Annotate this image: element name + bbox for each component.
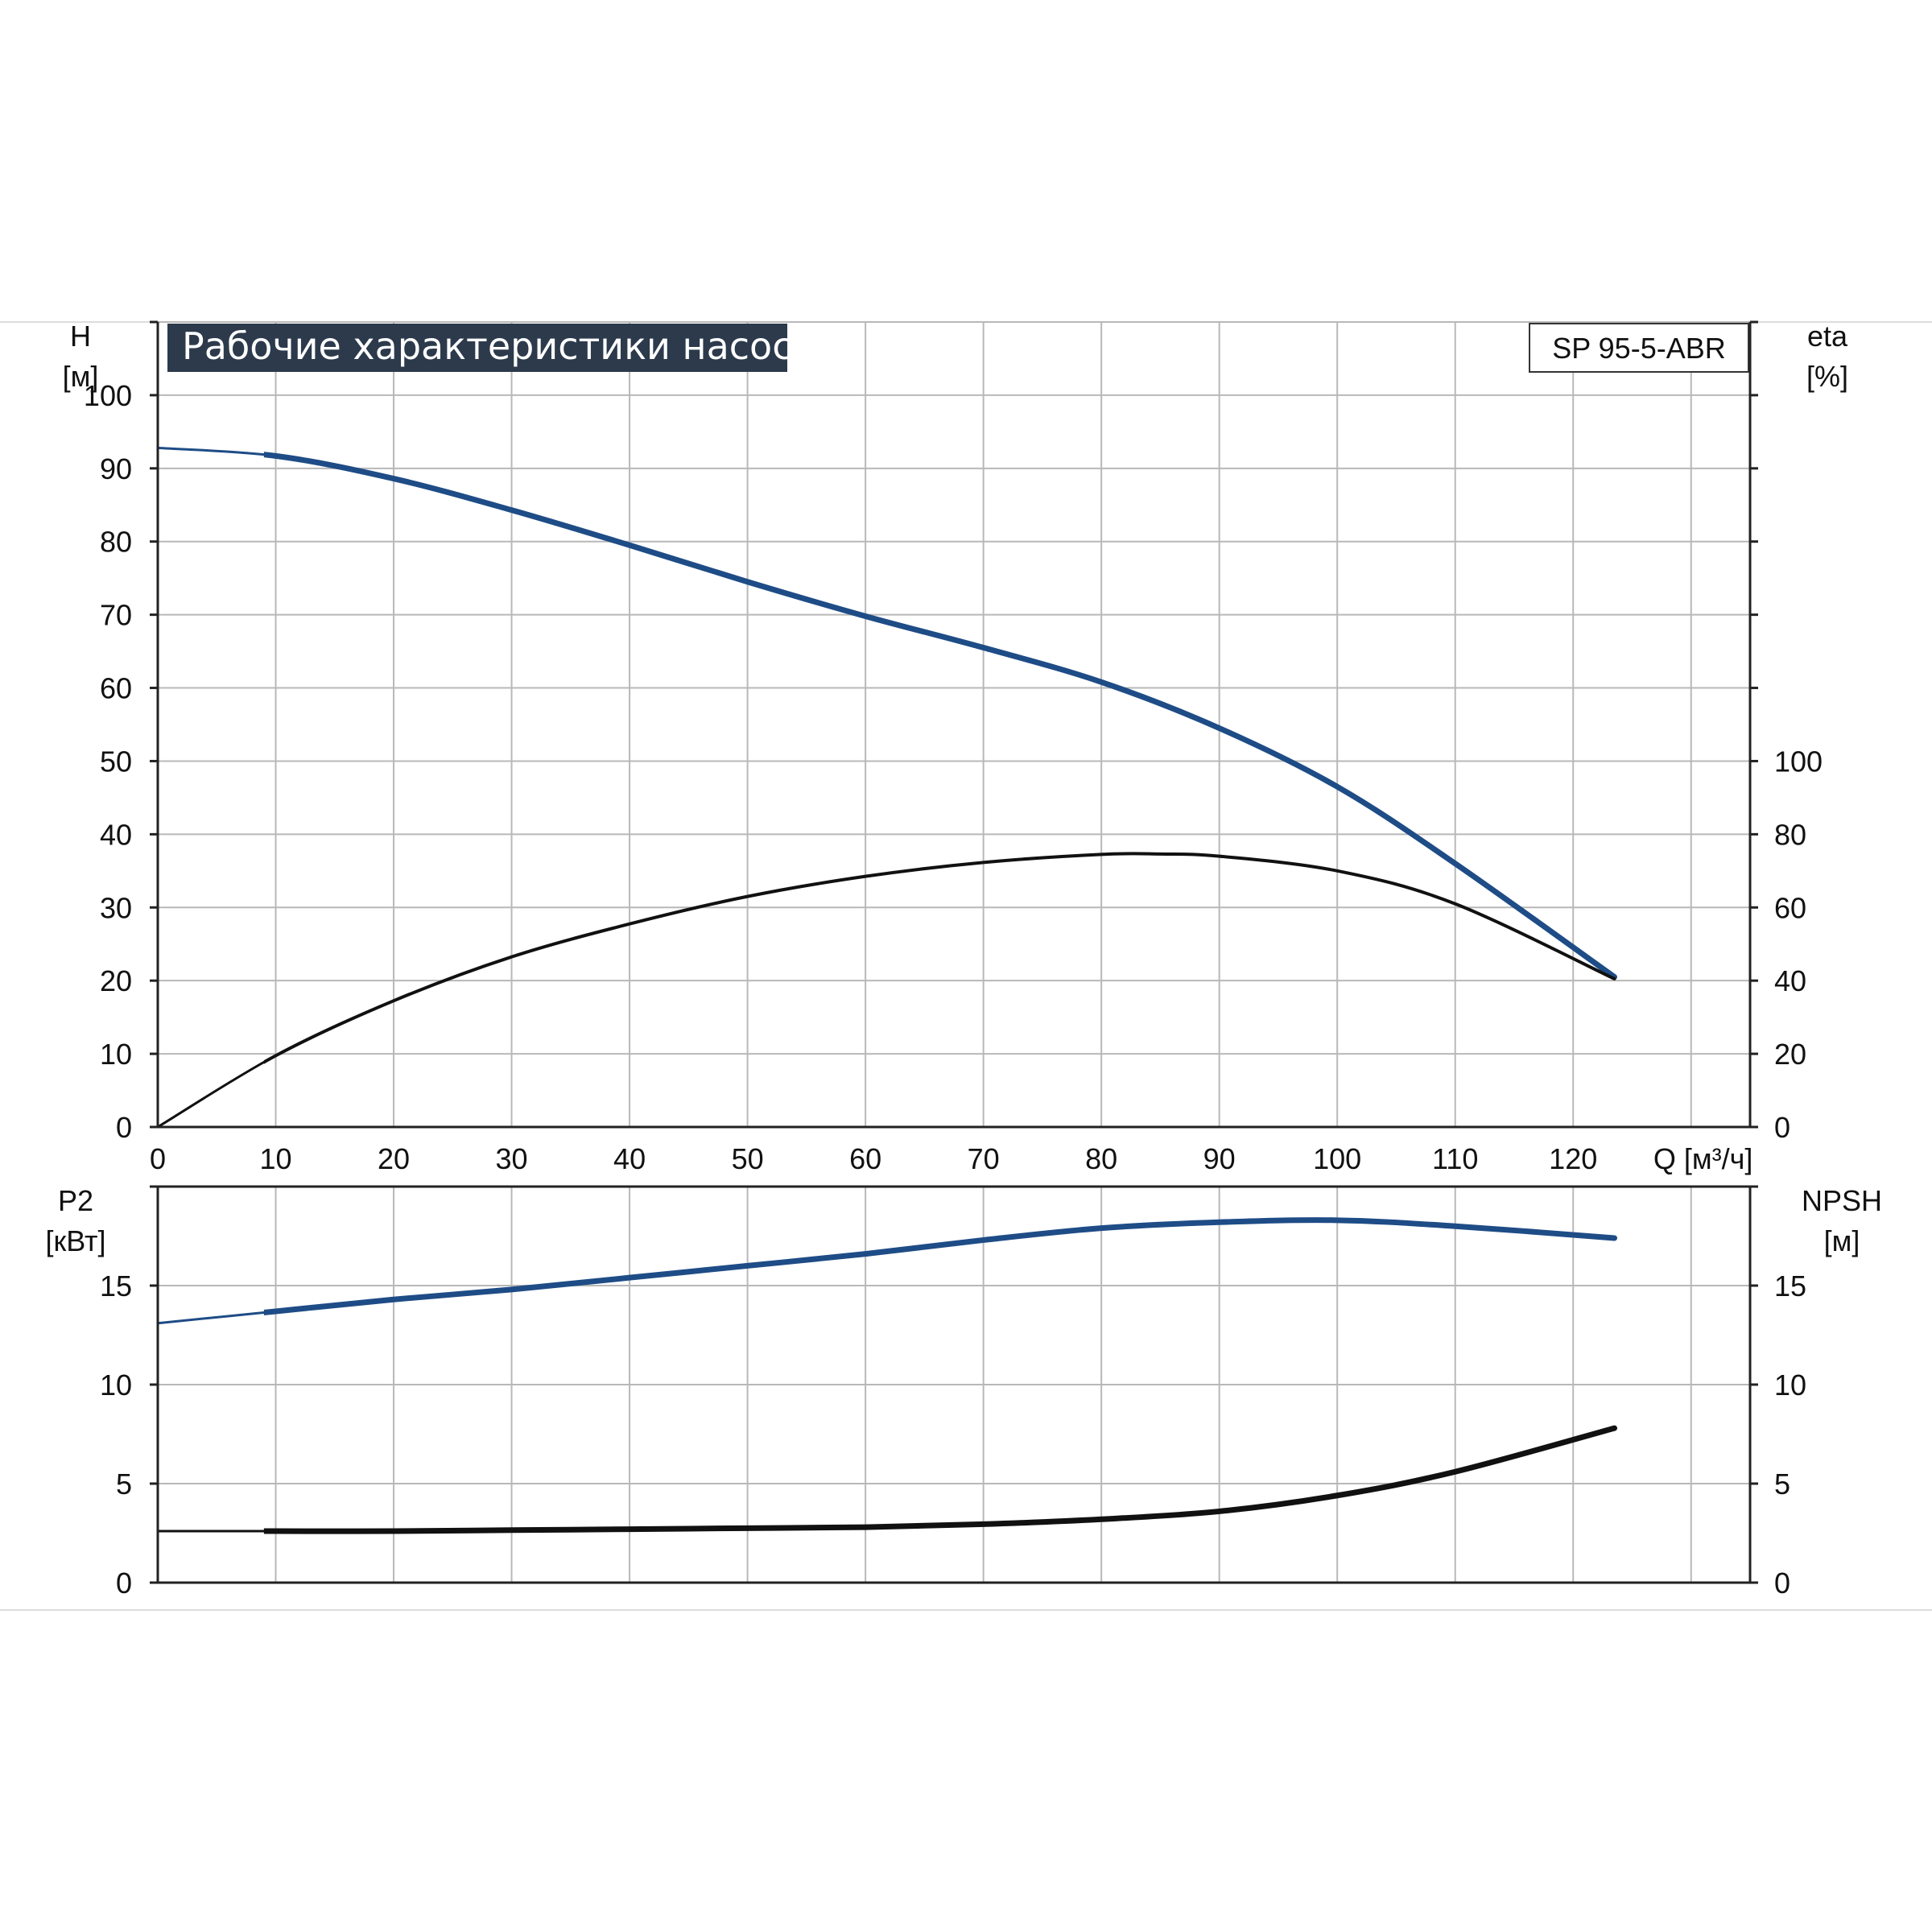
top-right-tick-label: 40 [1774, 964, 1806, 997]
x-tick-label: 30 [496, 1142, 528, 1175]
x-tick-label: 90 [1203, 1142, 1236, 1175]
top-left-tick-label: 100 [84, 379, 132, 412]
bottom-left-tick-label: 0 [116, 1567, 132, 1600]
top-right-axis-unit: [%] [1806, 360, 1848, 393]
top-left-tick-label: 20 [100, 964, 132, 997]
x-tick-label: 80 [1085, 1142, 1117, 1175]
top-series-0-operating-range [263, 452, 1617, 980]
top-left-tick-label: 60 [100, 672, 132, 705]
x-tick-label: 60 [849, 1142, 881, 1175]
model-label: SP 95-5-ABR [1552, 332, 1725, 365]
top-right-tick-label: 80 [1774, 818, 1806, 851]
bottom-left-tick-label: 15 [100, 1269, 132, 1302]
chart-title-background [167, 324, 787, 372]
top-right-tick-label: 0 [1774, 1111, 1790, 1144]
top-left-tick-label: 80 [100, 526, 132, 559]
bottom-right-axis-label: NPSH [1802, 1184, 1882, 1217]
bottom-left-tick-label: 5 [116, 1468, 132, 1501]
x-tick-label: 20 [378, 1142, 410, 1175]
bottom-right-tick-label: 5 [1774, 1468, 1790, 1501]
bottom-left-axis-unit: [кВт] [45, 1224, 105, 1257]
top-left-tick-label: 40 [100, 818, 132, 851]
top-left-tick-label: 50 [100, 745, 132, 778]
bottom-left-axis-label: P2 [58, 1184, 93, 1217]
x-tick-label: 120 [1549, 1142, 1597, 1175]
bottom-series-1-operating-range [263, 1425, 1617, 1534]
top-right-tick-label: 100 [1774, 745, 1823, 778]
bottom-right-tick-label: 0 [1774, 1567, 1790, 1600]
x-axis-unit: Q [м³/ч] [1653, 1142, 1753, 1175]
top-right-tick-label: 20 [1774, 1038, 1806, 1071]
bottom-right-axis-unit: [м] [1824, 1224, 1860, 1257]
top-left-tick-label: 90 [100, 452, 132, 485]
x-tick-label: 110 [1432, 1142, 1478, 1175]
top-left-axis-unit: [м] [63, 360, 99, 393]
top-left-axis-label: H [70, 320, 91, 353]
bottom-series-0-operating-range [263, 1217, 1617, 1315]
x-tick-label: 0 [150, 1142, 166, 1175]
x-tick-label: 100 [1313, 1142, 1361, 1175]
top-left-tick-label: 30 [100, 891, 132, 924]
chart-title: Рабочие характеристики насоса [182, 324, 815, 368]
bottom-right-tick-label: 10 [1774, 1368, 1806, 1402]
bottom-right-tick-label: 15 [1774, 1269, 1806, 1302]
top-left-tick-label: 70 [100, 599, 132, 632]
top-right-tick-label: 60 [1774, 891, 1806, 924]
top-left-tick-label: 10 [100, 1038, 132, 1071]
x-tick-label: 50 [732, 1142, 764, 1175]
top-series-1-operating-range [263, 852, 1616, 1064]
x-tick-label: 70 [968, 1142, 1000, 1175]
model-label-box [1529, 323, 1749, 373]
top-left-tick-label: 0 [116, 1111, 132, 1144]
bottom-left-tick-label: 10 [100, 1368, 132, 1402]
x-tick-label: 40 [613, 1142, 646, 1175]
x-tick-label: 10 [259, 1142, 291, 1175]
top-right-axis-label: eta [1807, 320, 1848, 353]
